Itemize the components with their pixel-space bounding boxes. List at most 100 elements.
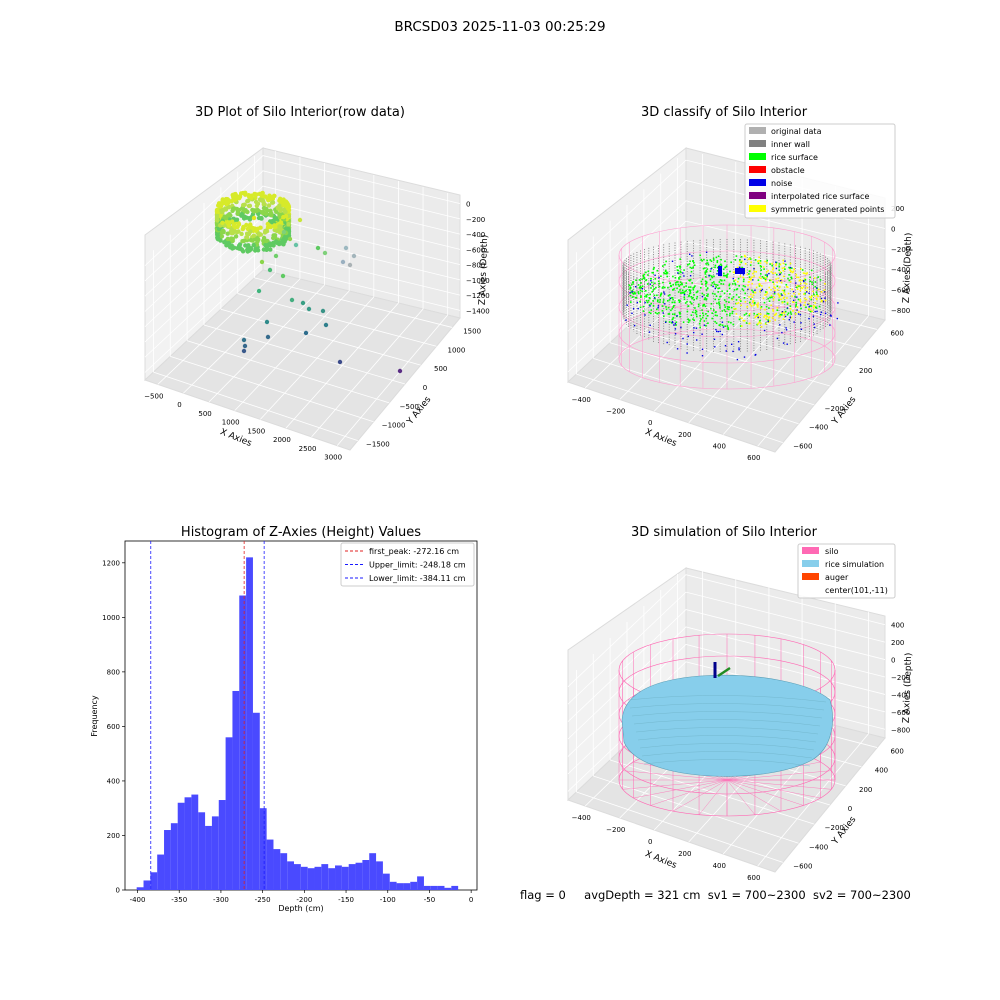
symmetric-point	[747, 258, 750, 261]
rice-surface-point	[652, 289, 655, 291]
raw-point	[227, 220, 232, 225]
x-tick-label: -400	[130, 896, 146, 904]
symmetric-point	[770, 279, 772, 282]
noise-point	[666, 341, 668, 344]
symmetric-point	[752, 299, 755, 302]
rice-surface-point	[726, 275, 728, 277]
rice-surface-point	[718, 298, 720, 301]
symmetric-point	[772, 308, 774, 311]
rice-surface-point	[648, 311, 651, 314]
rice-surface-point	[673, 288, 675, 290]
rice-surface-point	[724, 266, 726, 269]
symmetric-point	[790, 316, 793, 319]
rice-surface-point	[735, 293, 738, 296]
symmetric-point	[781, 289, 784, 292]
rice-surface-point	[757, 262, 760, 265]
rice-surface-point	[706, 268, 709, 270]
noise-point	[731, 343, 733, 345]
symmetric-point	[757, 304, 759, 307]
rice-surface-point	[681, 282, 683, 285]
rice-surface-point	[742, 280, 745, 283]
rice-surface-point	[688, 319, 691, 321]
histogram-tick-labels: -400 -350 -300 -250 -200 -150 -100 -50 0 0 200 400 6…	[102, 559, 473, 904]
rice-surface-point	[640, 296, 642, 298]
symmetric-point	[808, 308, 810, 310]
rice-surface-point	[679, 275, 681, 278]
symmetric-point	[760, 322, 762, 325]
raw-point	[215, 210, 220, 215]
noise-point	[800, 328, 803, 330]
rice-surface-point	[701, 309, 703, 311]
rice-surface-point	[643, 277, 645, 279]
symmetric-point	[765, 277, 767, 279]
rice-surface-mesh	[643, 759, 811, 767]
rice-surface-point	[678, 285, 680, 287]
raw-point	[322, 250, 328, 256]
symmetric-point	[783, 267, 785, 269]
rice-surface-point	[650, 312, 652, 315]
rice-surface-point	[661, 287, 664, 289]
rice-surface-point	[694, 309, 697, 312]
noise-point	[631, 291, 633, 293]
rice-surface-point	[739, 259, 741, 261]
rice-surface-point	[695, 297, 698, 300]
rice-surface-point	[714, 266, 716, 269]
noise-point	[671, 321, 674, 323]
grid-line	[626, 326, 831, 387]
symmetric-point	[778, 315, 780, 318]
z-tick-label: −800	[466, 262, 485, 270]
rice-surface-point	[789, 311, 792, 313]
rice-surface-point	[769, 263, 771, 265]
symmetric-point	[814, 302, 816, 304]
rice-surface-point	[663, 315, 665, 317]
rice-surface-point	[704, 280, 707, 282]
symmetric-point	[792, 301, 794, 303]
rice-surface-point	[651, 271, 653, 274]
symmetric-point	[817, 288, 820, 291]
rice-surface-point	[629, 288, 631, 290]
y-tick-label: −1000	[382, 422, 406, 430]
histogram-bars	[136, 557, 459, 890]
rice-surface-point	[666, 275, 668, 278]
rice-surface-point	[727, 321, 730, 323]
symmetric-point	[758, 276, 761, 279]
raw-point	[273, 239, 279, 244]
rice-surface-point	[795, 305, 797, 307]
rice-surface-point	[765, 305, 768, 308]
symmetric-point	[820, 300, 823, 303]
raw-point	[251, 242, 256, 248]
symmetric-point	[804, 301, 806, 304]
raw-point	[221, 230, 226, 235]
raw-point	[261, 205, 267, 211]
noise-point	[775, 267, 778, 270]
histogram-bar	[335, 865, 342, 890]
z-tick-label: 200	[891, 205, 904, 213]
symmetric-point	[805, 273, 808, 275]
grid-line	[567, 241, 886, 352]
rice-surface-point	[714, 298, 716, 301]
noise-point	[785, 329, 788, 331]
z-tick-label: −400	[891, 691, 910, 699]
noise-point	[796, 309, 798, 311]
rice-surface-point	[728, 301, 730, 303]
raw-point	[274, 228, 279, 233]
silo-wire-spoke	[633, 779, 728, 799]
rice-surface-point	[726, 325, 729, 327]
rice-surface-point	[645, 296, 648, 298]
raw-point	[241, 337, 247, 343]
symmetric-point	[782, 297, 785, 300]
raw-point	[240, 226, 245, 232]
noise-point	[687, 335, 689, 338]
symmetric-point	[748, 313, 751, 315]
rice-surface-point	[669, 294, 671, 296]
rice-surface-point	[672, 298, 674, 301]
symmetric-point	[806, 272, 808, 274]
symmetric-point	[766, 291, 768, 293]
symmetric-point	[776, 281, 778, 284]
rice-surface-mesh	[641, 751, 813, 759]
simulation-legend-frame	[797, 543, 896, 599]
noise-point	[673, 324, 675, 326]
symmetric-point	[778, 294, 781, 297]
z-tick-label: −1400	[466, 307, 490, 315]
silo-wire-spoke	[726, 779, 821, 799]
